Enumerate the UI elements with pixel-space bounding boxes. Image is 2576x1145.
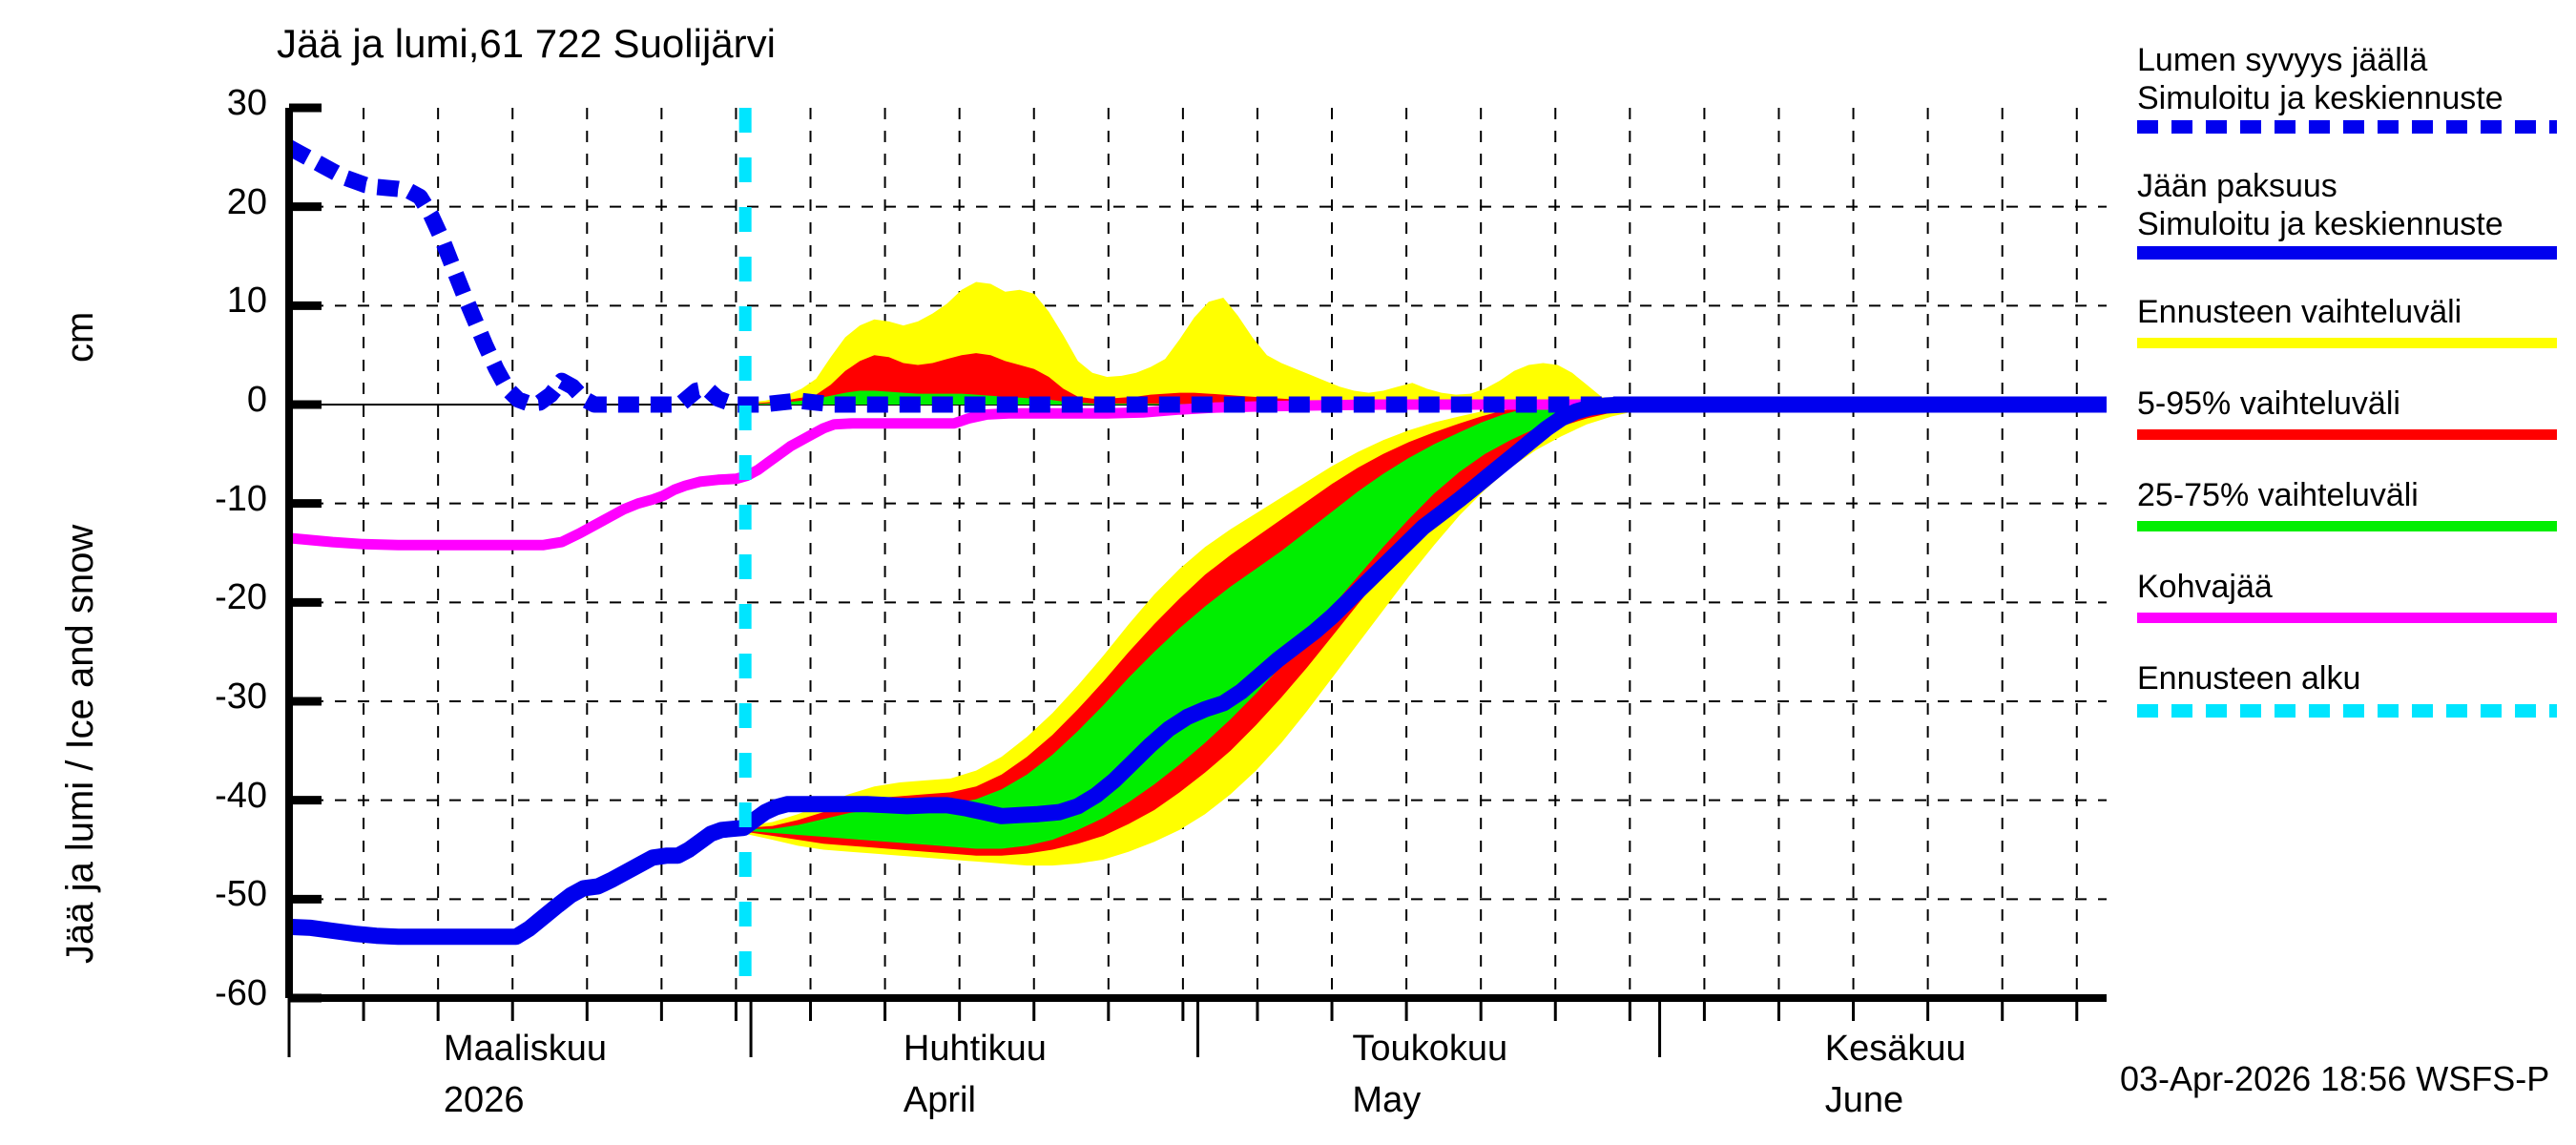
- y-tick-label: -20: [215, 577, 267, 618]
- snow-band-yellow: [745, 281, 2108, 405]
- ice-band-green: [745, 405, 2108, 849]
- y-tick-label: -40: [215, 775, 267, 816]
- y-tick-label: -30: [215, 677, 267, 717]
- legend-item-title: Ennusteen vaihteluväli: [2137, 294, 2462, 330]
- x-tick-label-en: June: [1824, 1080, 1904, 1120]
- legend-item-title: 5-95% vaihteluväli: [2137, 385, 2400, 422]
- legend-item-title: 25-75% vaihteluväli: [2137, 477, 2419, 513]
- x-tick-label-en: May: [1352, 1080, 1422, 1120]
- x-tick-label-en: April: [903, 1080, 976, 1120]
- x-tick-label-fi: Toukokuu: [1352, 1029, 1508, 1069]
- legend-item-title: Ennusteen alku: [2137, 660, 2361, 697]
- legend-color-swatch: [2137, 338, 2557, 348]
- legend-color-swatch: [2137, 429, 2557, 440]
- series-kohvajaa: [288, 399, 2107, 551]
- page-title: Jää ja lumi,61 722 Suolijärvi: [277, 21, 776, 66]
- footer-timestamp: 03-Apr-2026 18:56 WSFS-P: [2120, 1059, 2550, 1098]
- y-tick-label: -50: [215, 874, 267, 915]
- x-tick-label-fi: Maaliskuu: [443, 1029, 607, 1069]
- x-tick-label-fi: Kesäkuu: [1824, 1029, 1966, 1069]
- legend-color-swatch: [2137, 246, 2557, 260]
- y-tick-label: 10: [226, 281, 267, 322]
- y-tick-label: -60: [215, 973, 267, 1013]
- legend-item-title: Jään paksuus: [2137, 168, 2337, 204]
- legend-color-swatch: [2137, 613, 2557, 623]
- legend-color-swatch: [2137, 120, 2557, 134]
- legend-item-title: Lumen syvyys jäällä: [2137, 42, 2428, 78]
- y-tick-label: 30: [226, 83, 267, 123]
- y-tick-label: 20: [226, 181, 267, 222]
- legend-item-title: Kohvajää: [2137, 569, 2273, 605]
- legend-item-subtitle: Simuloitu ja keskiennuste: [2137, 206, 2503, 242]
- x-tick-label-en: 2026: [443, 1080, 525, 1120]
- legend-color-swatch: [2137, 704, 2557, 718]
- x-tick-label-fi: Huhtikuu: [903, 1029, 1047, 1069]
- y-tick-label: 0: [246, 380, 267, 420]
- series-ice-thickness: [288, 396, 2107, 946]
- legend-color-swatch: [2137, 521, 2557, 531]
- legend-item-subtitle: Simuloitu ja keskiennuste: [2137, 80, 2503, 116]
- series-snow-depth: [284, 140, 2107, 413]
- y-tick-label: -10: [215, 478, 267, 519]
